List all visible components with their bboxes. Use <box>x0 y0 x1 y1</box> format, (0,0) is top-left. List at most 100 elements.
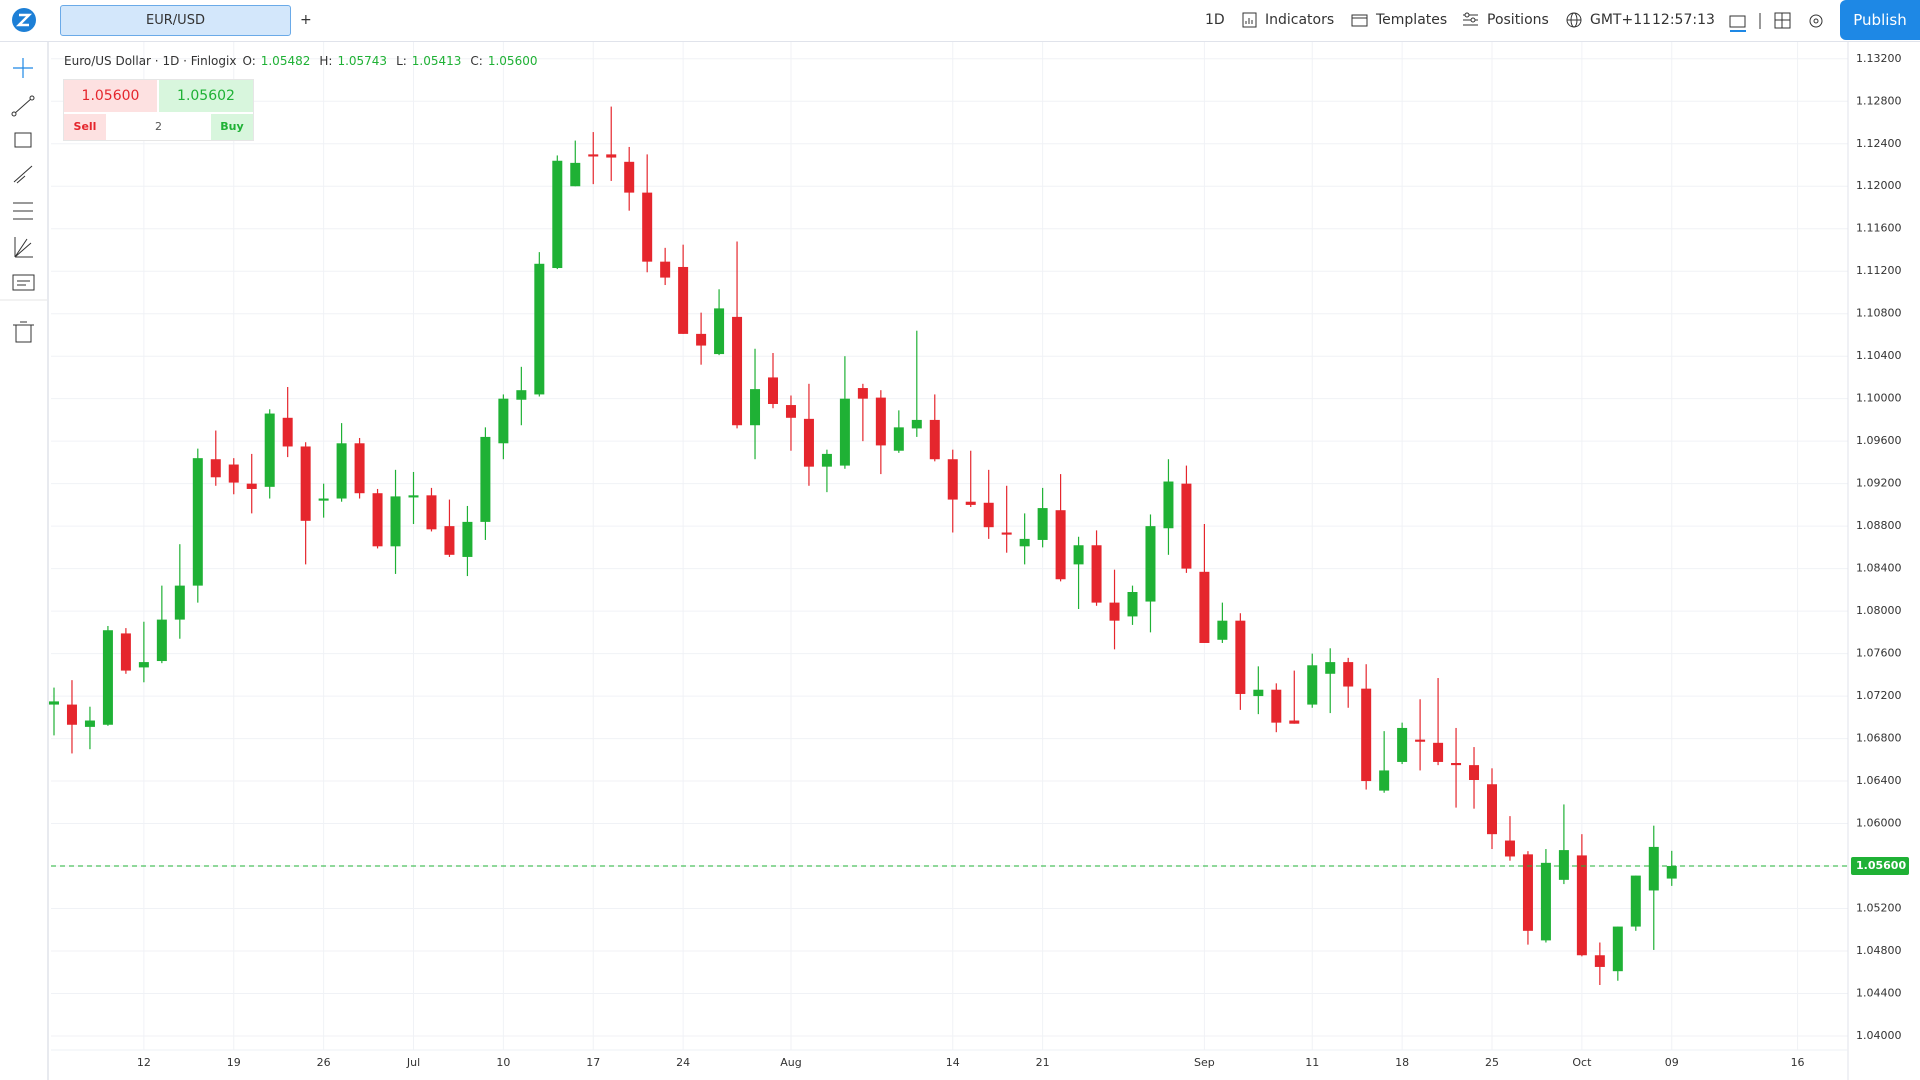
templates-icon <box>1351 14 1368 27</box>
y-tick-label: 1.07200 <box>1856 689 1902 702</box>
candle-body <box>1235 620 1246 694</box>
candle-body <box>336 443 347 499</box>
candle-body <box>803 418 814 467</box>
candle-body <box>893 427 904 451</box>
candle-body <box>1487 784 1497 835</box>
candle-body <box>911 419 922 429</box>
candle-body <box>192 458 203 586</box>
candle-body <box>318 498 329 501</box>
timezone[interactable]: GMT+11 <box>1590 12 1652 28</box>
clock: 12:57:13 <box>1652 12 1715 28</box>
toolbar-icons[interactable] <box>1727 10 1837 32</box>
candle-body <box>1397 727 1408 762</box>
x-tick-label: 18 <box>1395 1056 1409 1069</box>
x-tick-label: 12 <box>137 1056 151 1069</box>
candle-body <box>732 316 743 426</box>
candle-body <box>534 263 545 395</box>
candle-body <box>1001 532 1012 535</box>
indicators-button[interactable]: Indicators <box>1265 12 1335 28</box>
candle-body <box>246 483 257 489</box>
x-tick-label: 17 <box>586 1056 600 1069</box>
candle-body <box>750 389 761 426</box>
candle-body <box>1307 665 1318 705</box>
quantity-input[interactable]: 2 <box>155 120 162 133</box>
interval-button[interactable]: 1D <box>1205 12 1225 28</box>
legend-key: H: <box>319 54 333 68</box>
candle-body <box>1145 526 1156 602</box>
templates-button[interactable]: Templates <box>1376 12 1448 28</box>
candle-body <box>1415 739 1426 742</box>
candle-body <box>1325 662 1336 674</box>
candle-body <box>1522 854 1533 931</box>
candle-body <box>210 459 221 478</box>
candle-body <box>228 464 239 483</box>
symbol-tab[interactable]: EUR/USD <box>60 5 291 36</box>
globe-icon <box>1566 12 1582 28</box>
drawing-tools[interactable] <box>0 42 47 362</box>
candle-body <box>1073 545 1084 565</box>
candle-body <box>1594 955 1605 967</box>
candle-body <box>552 160 563 269</box>
candle-body <box>1253 689 1264 697</box>
candle-body <box>1163 481 1174 529</box>
x-tick-label: 25 <box>1485 1056 1499 1069</box>
candle-body <box>714 308 725 355</box>
candle-body <box>1217 620 1228 640</box>
y-tick-label: 1.12800 <box>1856 94 1902 107</box>
candle-body <box>696 333 707 346</box>
candle-body <box>1540 862 1551 941</box>
positions-button[interactable]: Positions <box>1487 12 1549 28</box>
candle-body <box>1181 483 1192 569</box>
x-tick-label: 26 <box>317 1056 331 1069</box>
positions-icon <box>1463 12 1478 26</box>
buy-price[interactable]: 1.05602 <box>159 80 253 112</box>
candle-body <box>1451 763 1462 766</box>
candle-body <box>516 390 527 400</box>
y-tick-label: 1.11200 <box>1856 264 1902 277</box>
candle-body <box>1289 720 1300 724</box>
y-tick-label: 1.04400 <box>1856 986 1902 999</box>
candle-body <box>1558 850 1569 880</box>
y-tick-label: 1.08400 <box>1856 562 1902 575</box>
y-tick-label: 1.12000 <box>1856 179 1902 192</box>
add-tab[interactable]: + <box>300 12 312 28</box>
y-tick-label: 1.04800 <box>1856 944 1902 957</box>
candle-body <box>282 417 293 447</box>
candle-body <box>821 453 832 467</box>
sell-price[interactable]: 1.05600 <box>64 80 157 112</box>
y-tick-label: 1.13200 <box>1856 52 1902 65</box>
y-tick-label: 1.10000 <box>1856 392 1902 405</box>
candle-body <box>588 154 599 157</box>
legend-value: 1.05600 <box>487 54 538 68</box>
candle-body <box>785 405 796 418</box>
candle-body <box>1343 662 1354 687</box>
x-tick-label: Aug <box>780 1056 801 1069</box>
sell-button[interactable]: Sell <box>64 114 106 140</box>
candle-body <box>66 704 77 725</box>
x-tick-label: 21 <box>1036 1056 1050 1069</box>
candle-body <box>1019 538 1030 547</box>
last-price-label: 1.05600 <box>1856 859 1906 872</box>
legend-value: 1.05482 <box>260 54 311 68</box>
x-tick-label: Oct <box>1572 1056 1592 1069</box>
candle-body <box>462 521 473 557</box>
candle-body <box>1666 866 1677 879</box>
drawing-toolbar <box>0 42 49 1080</box>
candle-body <box>1091 545 1102 603</box>
x-tick-label: 11 <box>1305 1056 1319 1069</box>
publish-button[interactable]: Publish <box>1840 0 1920 40</box>
candle-body <box>1469 765 1480 780</box>
buy-button[interactable]: Buy <box>211 114 253 140</box>
candle-body <box>965 501 976 505</box>
chart-legend: Euro/US Dollar · 1D · Finlogix O: 1.05482… <box>64 54 541 68</box>
legend-title: Euro/US Dollar · 1D · Finlogix <box>64 54 237 68</box>
y-tick-label: 1.06000 <box>1856 817 1902 830</box>
candle-body <box>480 436 491 522</box>
candle-body <box>642 192 653 262</box>
y-tick-label: 1.06400 <box>1856 774 1902 787</box>
candle-body <box>1379 770 1390 791</box>
y-tick-label: 1.04000 <box>1856 1029 1902 1042</box>
candle-body <box>1433 742 1444 762</box>
y-tick-label: 1.09600 <box>1856 434 1902 447</box>
candle-body <box>49 701 59 705</box>
